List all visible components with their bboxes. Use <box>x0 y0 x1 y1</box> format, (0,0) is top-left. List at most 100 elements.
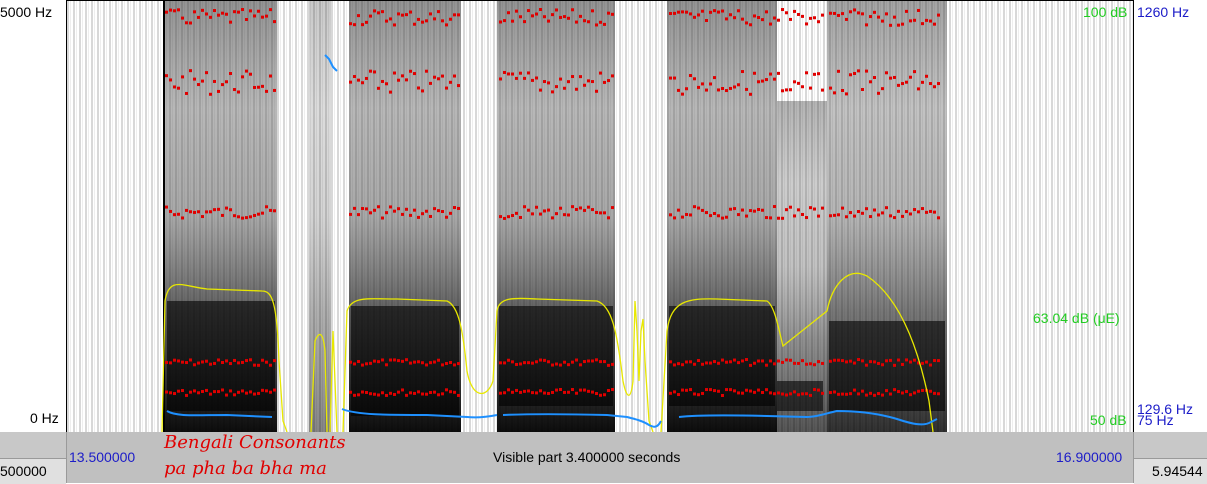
formant-dot <box>689 213 692 217</box>
formant-dot <box>817 388 820 392</box>
formant-dot <box>813 72 816 76</box>
formant-dot <box>805 216 808 220</box>
formant-dot <box>241 360 244 364</box>
formant-dot <box>793 80 796 84</box>
formant-dot <box>921 388 924 392</box>
formant-dot <box>213 208 216 212</box>
formant-dot <box>551 363 554 367</box>
formant-dot <box>169 391 172 395</box>
formant-dot <box>693 392 696 396</box>
formant-dot <box>249 9 252 13</box>
formant-dot <box>563 360 566 364</box>
formant-dot <box>833 91 836 95</box>
formant-dot <box>869 215 872 219</box>
formant-dot <box>165 205 168 209</box>
formant-dot <box>177 389 180 393</box>
formant-dot <box>353 393 356 397</box>
formant-dot <box>361 390 364 394</box>
freq-axis-bottom-label: 0 Hz <box>30 410 59 426</box>
formant-dot <box>437 10 440 14</box>
formant-dot <box>697 393 700 397</box>
formant-dot <box>421 212 424 216</box>
left-time-cell[interactable]: 500000 <box>0 458 66 484</box>
formant-dot <box>531 361 534 365</box>
formant-dot <box>737 9 740 13</box>
formant-dot <box>449 211 452 215</box>
formant-dot <box>877 15 880 19</box>
formant-dot <box>737 83 740 87</box>
formant-dot <box>741 359 744 363</box>
spectrogram-view[interactable] <box>66 0 1134 432</box>
formant-dot <box>909 212 912 216</box>
formant-dot <box>393 392 396 396</box>
formant-dot <box>409 10 412 14</box>
formant-dot <box>563 390 566 394</box>
formant-dot <box>881 19 884 23</box>
caption-subtitle: pa pha ba bha ma <box>164 458 327 479</box>
formant-dot <box>519 71 522 75</box>
formant-dot <box>357 14 360 18</box>
formant-dot <box>349 80 352 84</box>
formant-dot <box>777 359 780 363</box>
formant-dot <box>669 391 672 395</box>
formant-dot <box>201 389 204 393</box>
formant-dot <box>681 388 684 392</box>
formant-dot <box>929 209 932 213</box>
formant-dot <box>785 208 788 212</box>
formant-dot <box>793 9 796 13</box>
formant-dot <box>669 360 672 364</box>
formant-dot <box>233 88 236 92</box>
formant-dot <box>225 80 228 84</box>
formant-dot <box>861 87 864 91</box>
formant-dot <box>857 392 860 396</box>
right-time-cell[interactable]: 5.94544 <box>1134 458 1207 484</box>
formant-dot <box>229 362 232 366</box>
formant-dot <box>917 361 920 365</box>
formant-dot <box>713 76 716 80</box>
formant-dot <box>893 388 896 392</box>
formant-dot <box>781 392 784 396</box>
formant-dot <box>729 86 732 90</box>
formant-dot <box>185 208 188 212</box>
formant-dot <box>937 216 940 220</box>
formant-dot <box>503 70 506 74</box>
formant-dot <box>805 392 808 396</box>
formant-dot <box>429 12 432 16</box>
formant-dot <box>845 92 848 96</box>
formant-dot <box>201 79 204 83</box>
formant-dot <box>173 85 176 89</box>
formant-dot <box>201 215 204 219</box>
formant-dot <box>721 358 724 362</box>
formant-dot <box>515 9 518 13</box>
formant-dot <box>233 358 236 362</box>
formant-dot <box>453 74 456 78</box>
formant-dot <box>813 363 816 367</box>
formant-dot <box>797 81 800 85</box>
formant-dot <box>233 214 236 218</box>
formant-dot <box>583 360 586 364</box>
formant-dot <box>721 9 724 13</box>
formant-dot <box>197 15 200 19</box>
formant-dot <box>193 10 196 14</box>
formant-dot <box>421 20 424 24</box>
formant-dot <box>441 74 444 78</box>
formant-dot <box>257 85 260 89</box>
formant-dot <box>809 16 812 20</box>
visible-time-bar[interactable]: 13.500000 Visible part 3.400000 seconds … <box>66 432 1134 483</box>
formant-dot <box>527 71 530 75</box>
formant-dot <box>909 393 912 397</box>
formant-dot <box>409 361 412 365</box>
formant-dot <box>729 388 732 392</box>
formant-dot <box>357 78 360 82</box>
formant-dot <box>205 71 208 75</box>
formant-dot <box>765 388 768 392</box>
formant-dot <box>165 10 168 14</box>
formant-dot <box>917 8 920 12</box>
formant-dot <box>721 393 724 397</box>
formant-dot <box>209 15 212 19</box>
formant-dot <box>749 23 752 27</box>
formant-dot <box>579 388 582 392</box>
formant-dot <box>677 393 680 397</box>
formant-dot <box>893 216 896 220</box>
formant-dot <box>499 361 502 365</box>
